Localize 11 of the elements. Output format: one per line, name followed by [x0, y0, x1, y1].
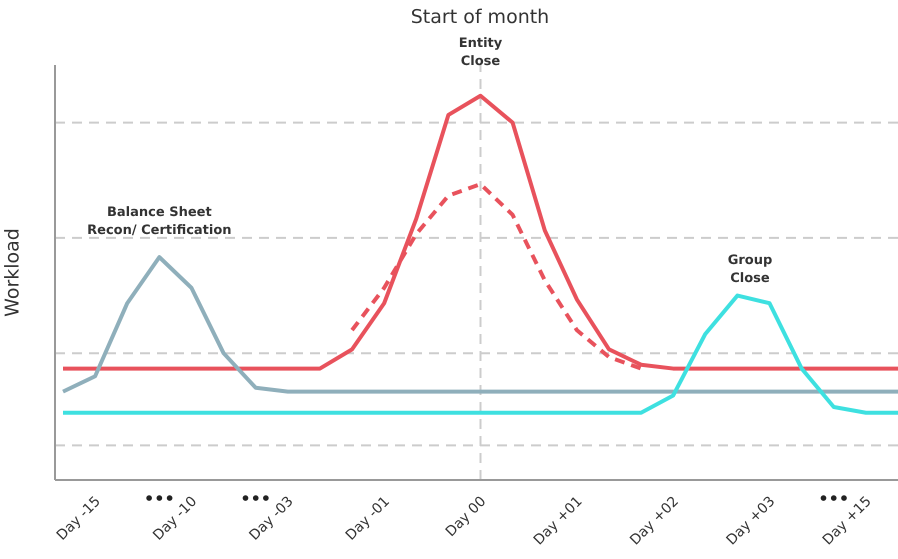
x-tick-label: •••: [818, 489, 850, 508]
x-tick-label: •••: [240, 489, 272, 508]
x-tick-label: •••: [144, 489, 175, 508]
annotation: Balance Sheet Recon/ Certification: [87, 205, 232, 238]
x-tick-label: Day +01: [530, 494, 586, 548]
annotation: Group Close: [726, 252, 774, 288]
x-tick-label: Day +02: [627, 494, 682, 548]
chart-title: Start of month: [410, 6, 550, 28]
annotation: Entity Close: [458, 36, 503, 69]
x-tick-label: Day +03: [723, 494, 778, 548]
y-axis-title: Workload: [2, 228, 24, 317]
